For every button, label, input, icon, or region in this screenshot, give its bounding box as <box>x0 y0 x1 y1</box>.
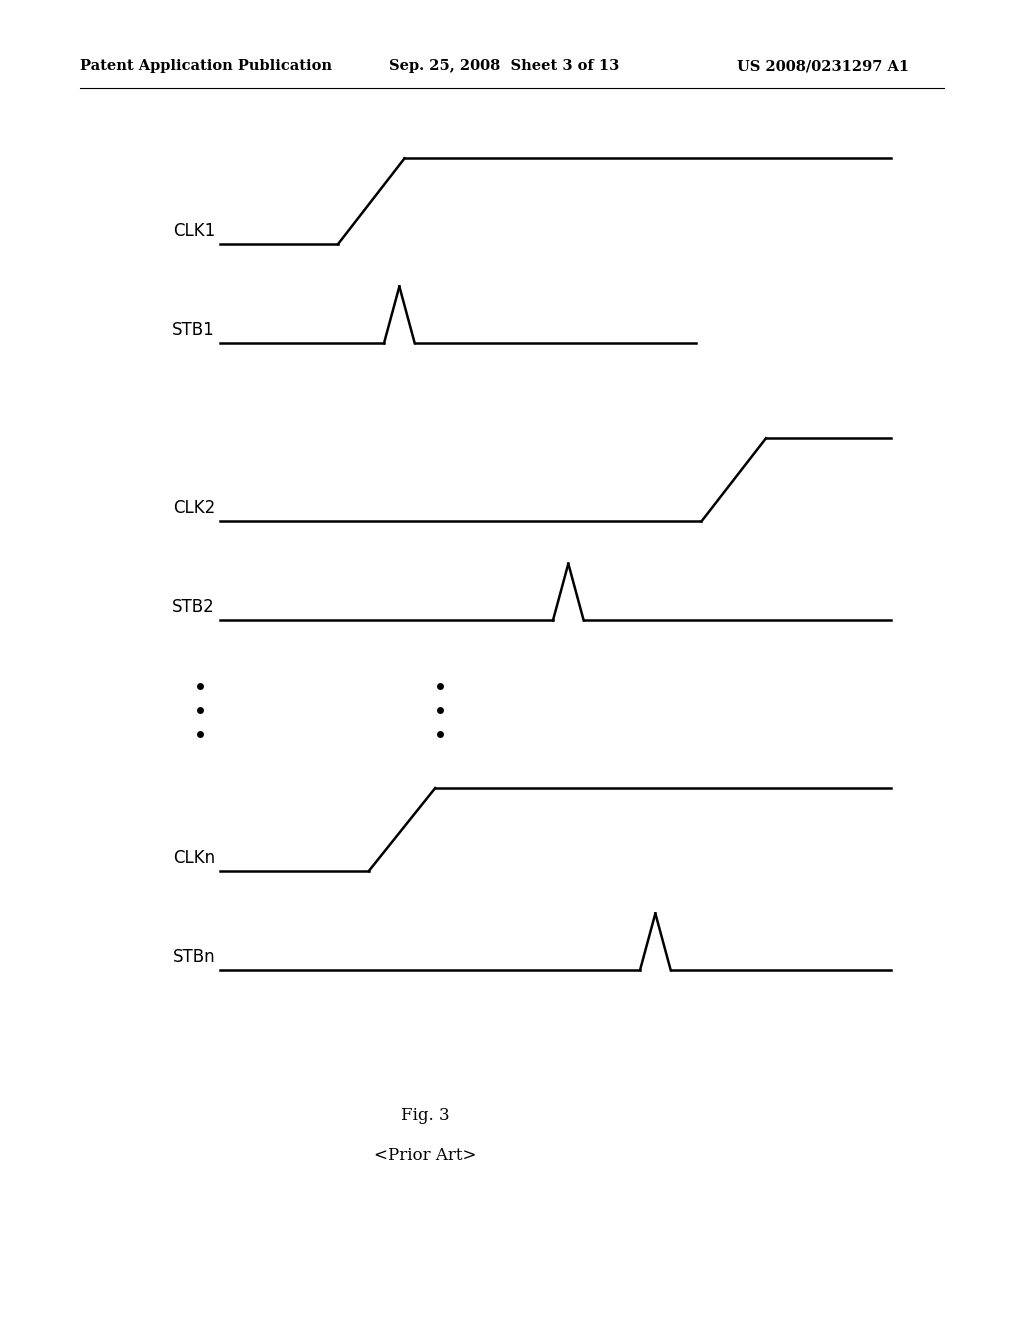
Text: STB2: STB2 <box>172 598 215 616</box>
Text: US 2008/0231297 A1: US 2008/0231297 A1 <box>737 59 909 73</box>
Text: <Prior Art>: <Prior Art> <box>374 1147 476 1163</box>
Text: CLK1: CLK1 <box>173 222 215 240</box>
Text: Sep. 25, 2008  Sheet 3 of 13: Sep. 25, 2008 Sheet 3 of 13 <box>389 59 620 73</box>
Text: CLKn: CLKn <box>173 849 215 867</box>
Text: Patent Application Publication: Patent Application Publication <box>80 59 332 73</box>
Text: STBn: STBn <box>172 948 215 966</box>
Text: Fig. 3: Fig. 3 <box>400 1107 450 1123</box>
Text: STB1: STB1 <box>172 321 215 339</box>
Text: CLK2: CLK2 <box>173 499 215 517</box>
